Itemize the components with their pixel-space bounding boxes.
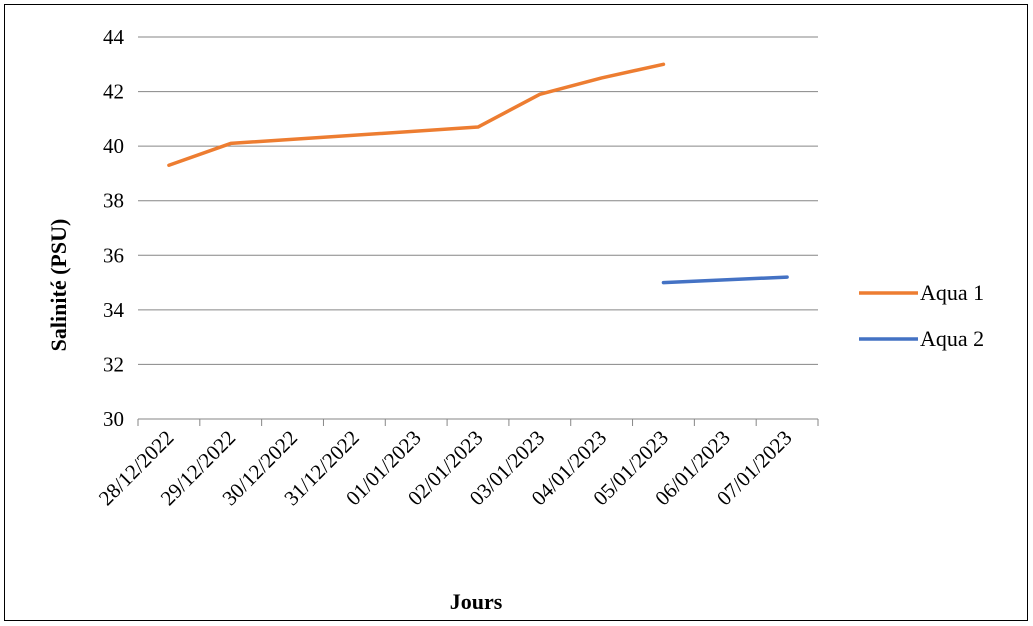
y-tick-label: 34 xyxy=(103,298,125,322)
legend-label: Aqua 1 xyxy=(920,280,984,305)
legend-label: Aqua 2 xyxy=(920,326,984,351)
axes xyxy=(137,418,819,426)
y-tick-labels: 30 32 34 36 38 40 42 44 xyxy=(103,25,125,431)
series-line-aqua-2 xyxy=(661,275,789,285)
y-tick-label: 32 xyxy=(103,352,124,376)
gridlines xyxy=(138,36,818,365)
y-tick-label: 40 xyxy=(103,134,124,158)
y-tick-label: 36 xyxy=(103,243,124,267)
y-tick-label: 44 xyxy=(103,25,125,49)
y-axis-title: Salinité (PSU) xyxy=(46,219,71,352)
series-line-aqua-1 xyxy=(167,62,666,167)
y-tick-label: 38 xyxy=(103,189,124,213)
legend: Aqua 1 Aqua 2 xyxy=(859,280,984,351)
y-tick-label: 30 xyxy=(103,407,124,431)
x-axis-title: Jours xyxy=(450,589,503,614)
series-lines xyxy=(167,62,789,285)
x-tick-labels: 28/12/202229/12/202230/12/202231/12/2022… xyxy=(94,426,797,511)
y-tick-label: 42 xyxy=(103,80,124,104)
